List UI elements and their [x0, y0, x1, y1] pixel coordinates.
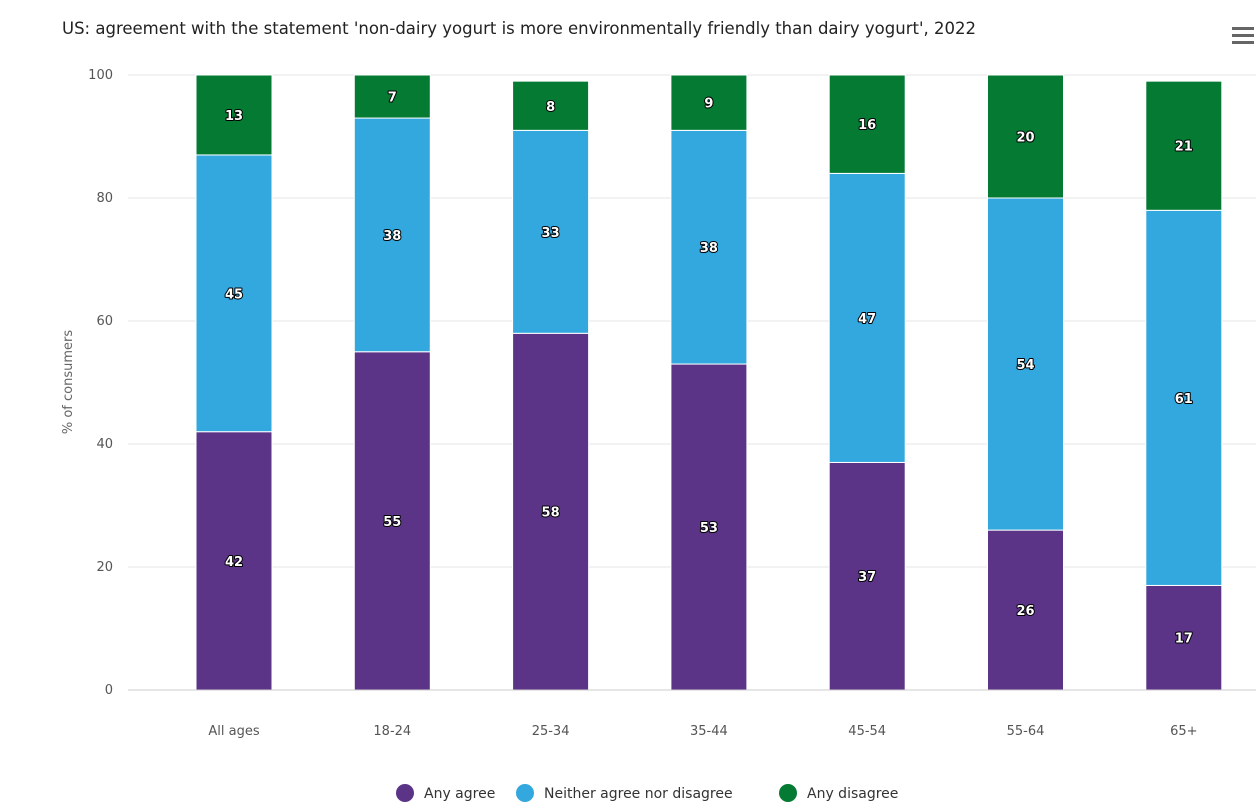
legend-label: Neither agree nor disagree [544, 786, 733, 802]
y-tick-label: 40 [96, 437, 113, 452]
x-tick-label: 55-64 [1007, 724, 1045, 739]
legend-label: Any disagree [807, 786, 898, 802]
bar-segment[interactable] [195, 431, 273, 691]
data-label: 21 [1175, 140, 1193, 155]
legend-marker [779, 784, 797, 802]
data-label: 45 [225, 287, 243, 302]
y-tick-label: 0 [105, 683, 113, 698]
bar-segment[interactable] [828, 74, 906, 174]
data-label: 61 [1175, 392, 1193, 407]
bar-segment[interactable] [987, 74, 1064, 199]
x-tick-label: 18-24 [373, 724, 411, 739]
data-label: 7 [388, 91, 397, 106]
bar-segment[interactable] [828, 172, 906, 463]
bar-segment[interactable] [828, 461, 906, 691]
x-tick-label: 35-44 [690, 724, 728, 739]
x-tick-label: 25-34 [532, 724, 570, 739]
data-label: 54 [1016, 358, 1034, 373]
data-label: 9 [704, 97, 713, 112]
x-tick-label: 65+ [1170, 724, 1197, 739]
data-label: 8 [546, 100, 555, 115]
bar-segment[interactable] [987, 197, 1064, 531]
y-axis-title: % of consumers [61, 330, 76, 435]
data-label: 16 [858, 118, 876, 133]
bar-segment[interactable] [512, 129, 590, 334]
data-label: 55 [383, 515, 401, 530]
legend-item[interactable]: Neither agree nor disagree [516, 784, 733, 802]
x-tick-label: All ages [208, 724, 259, 739]
data-label: 38 [383, 229, 401, 244]
data-label: 17 [1175, 632, 1193, 647]
bar-segment[interactable] [987, 529, 1064, 691]
x-tick-label: 45-54 [848, 724, 886, 739]
bar-segment[interactable] [512, 80, 590, 131]
bar-segment[interactable] [353, 74, 431, 119]
chart-title: US: agreement with the statement 'non-da… [62, 19, 976, 38]
bar-segment[interactable] [1145, 584, 1223, 691]
data-label: 58 [542, 506, 560, 521]
bar-segment[interactable] [1145, 209, 1223, 586]
bars [195, 74, 1223, 691]
data-label: 37 [858, 570, 876, 585]
bar-segment[interactable] [1145, 80, 1223, 211]
x-axis-ticks: All ages 18-24 25-34 35-44 45-54 55-64 65+ [208, 724, 1197, 739]
bar-segment[interactable] [670, 363, 748, 691]
y-tick-label: 100 [88, 68, 113, 83]
data-label: 38 [700, 241, 718, 256]
legend-item[interactable]: Any disagree [779, 784, 898, 802]
hamburger-menu-icon[interactable] [1228, 22, 1256, 46]
bar-segment[interactable] [195, 154, 273, 433]
data-label: 47 [858, 312, 876, 327]
y-tick-label: 20 [96, 560, 113, 575]
data-label: 13 [225, 109, 243, 124]
y-axis-ticks: 0 20 40 60 80 100 [88, 68, 113, 698]
legend-marker [396, 784, 414, 802]
data-label: 33 [542, 226, 560, 241]
data-labels: 42 45 13 55 38 7 58 33 8 53 38 9 37 47 16 26 54 20 17 61 21 [224, 90, 1194, 648]
data-label: 20 [1016, 131, 1034, 146]
y-tick-label: 60 [96, 314, 113, 329]
y-tick-label: 80 [96, 191, 113, 206]
legend-marker [516, 784, 534, 802]
data-label: 26 [1016, 604, 1034, 619]
legend: Any agree Neither agree nor disagree Any d… [396, 784, 898, 802]
bar-segment[interactable] [512, 332, 590, 691]
bar-segment[interactable] [670, 129, 748, 365]
data-label: 42 [225, 555, 243, 570]
legend-label: Any agree [424, 786, 495, 802]
data-label: 53 [700, 521, 718, 536]
bar-segment[interactable] [670, 74, 748, 131]
legend-item[interactable]: Any agree [396, 784, 495, 802]
bar-segment[interactable] [195, 74, 273, 156]
